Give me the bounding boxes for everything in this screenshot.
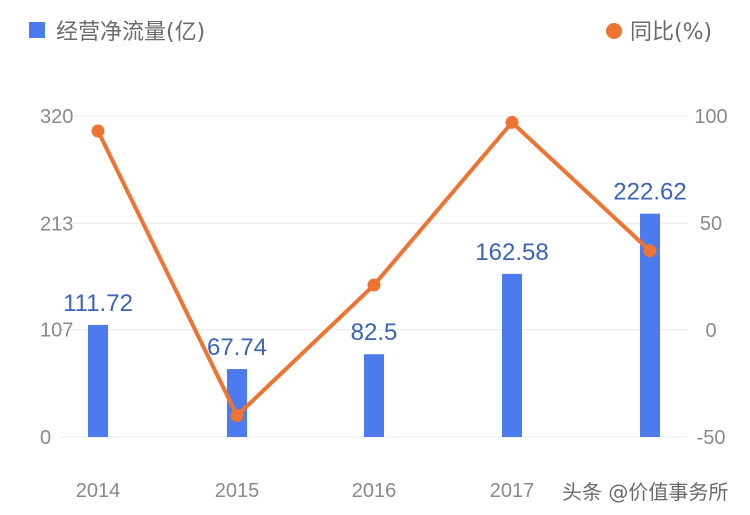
left-y-tick-label: 213 (40, 213, 73, 235)
x-tick-label: 2016 (352, 480, 397, 502)
right-y-tick-label: 50 (700, 213, 722, 235)
left-y-axis: 0 107 213 320 (40, 106, 73, 449)
x-tick-label: 2015 (215, 480, 260, 502)
line-point (230, 409, 244, 423)
right-y-tick-label: -50 (697, 427, 726, 449)
line-point (91, 124, 105, 138)
bar-data-label: 162.58 (475, 239, 548, 266)
right-y-tick-label: 100 (694, 106, 727, 128)
watermark: 头条 @价值事务所 (562, 480, 728, 504)
legend-line-label: 同比(%) (630, 20, 712, 45)
bar (364, 354, 384, 437)
bar (502, 273, 522, 437)
left-y-tick-label: 107 (40, 320, 73, 342)
bar (88, 324, 108, 437)
bar-data-label: 111.72 (63, 290, 133, 317)
line-point (643, 244, 657, 258)
bar (640, 213, 660, 437)
line-series (91, 115, 657, 423)
left-y-tick-label: 0 (40, 427, 51, 449)
x-tick-label: 2014 (76, 480, 121, 502)
x-tick-label: 2017 (490, 480, 535, 502)
bar-data-label: 67.74 (207, 334, 267, 361)
left-y-tick-label: 320 (40, 106, 73, 128)
legend-line-swatch (606, 23, 622, 39)
right-y-tick-label: 0 (705, 320, 716, 342)
x-axis: 2014 2015 2016 2017 (76, 480, 535, 502)
legend-bar-label: 经营净流量(亿) (56, 20, 205, 45)
bar-series (88, 213, 660, 437)
line-point (367, 278, 381, 292)
legend: 经营净流量(亿) 同比(%) (29, 20, 712, 45)
bar (227, 369, 247, 437)
legend-bar-swatch (29, 22, 45, 38)
bar-data-label: 82.5 (351, 319, 398, 346)
bar-data-label: 222.62 (613, 179, 686, 206)
bar-data-labels: 111.72 67.74 82.5 162.58 222.62 (63, 179, 687, 361)
right-y-axis: -50 0 50 100 (694, 106, 727, 449)
line-point (505, 115, 519, 129)
